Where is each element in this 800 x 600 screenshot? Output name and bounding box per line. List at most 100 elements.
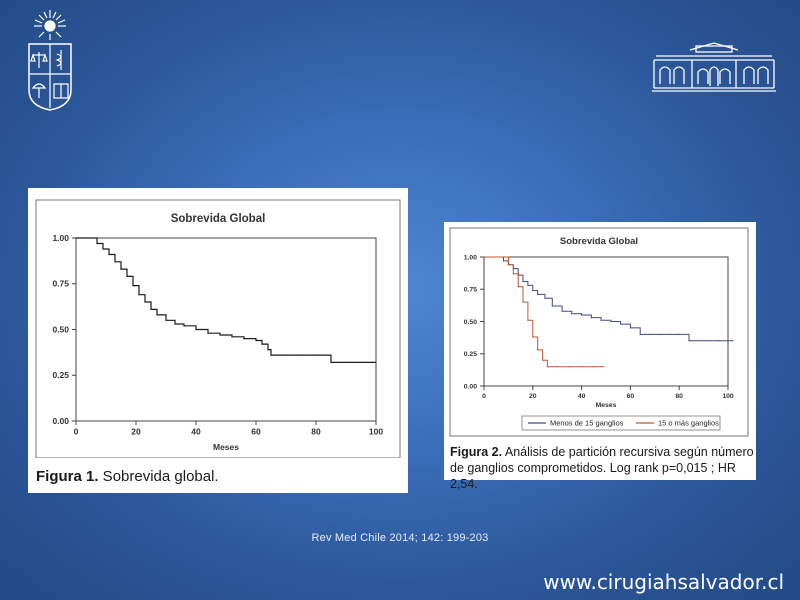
hospital-building-logo (650, 40, 778, 92)
x-tick-label: 0 (74, 427, 79, 437)
data-point-1 (590, 317, 592, 319)
figure1-panel: Sobrevida Global 0.00 0.25 0.50 0.75 1.00 0 20 4… (28, 188, 408, 493)
y-tick-label: 0.00 (464, 383, 477, 390)
data-point-1 (285, 354, 287, 356)
data-point-1 (727, 340, 729, 342)
university-crest-logo (24, 8, 76, 112)
data-point-2 (512, 273, 514, 275)
data-point-1 (678, 333, 680, 335)
data-point-1 (544, 297, 546, 299)
x-tick-label: 0 (482, 393, 486, 400)
y-tick-label: 0.25 (464, 351, 477, 358)
website-url: www.cirugiahsalvador.cl (543, 570, 784, 594)
data-point-1 (698, 340, 700, 342)
legend-box (521, 415, 721, 431)
data-point-1 (138, 294, 140, 296)
data-point-1 (688, 340, 690, 342)
y-tick-label: 0.00 (52, 416, 69, 426)
x-tick-label: 60 (251, 427, 261, 437)
data-point-1 (659, 333, 661, 335)
data-point-2 (537, 349, 539, 351)
data-point-1 (90, 237, 92, 239)
data-point-1 (707, 340, 710, 342)
legend-label-2: 15 o más ganglios (658, 419, 719, 428)
chart-frame (449, 227, 749, 437)
x-tick-label: 60 (627, 393, 635, 400)
x-axis-label: Meses (596, 402, 617, 409)
data-point-2 (483, 256, 485, 258)
data-point-1 (267, 349, 269, 351)
chart-title: Sobrevida Global (560, 236, 638, 247)
data-point-1 (600, 319, 602, 321)
figure1-caption-label: Figura 1. (36, 468, 99, 485)
x-tick-label: 80 (675, 393, 683, 400)
figure1-caption-text: Sobrevida global. (98, 468, 219, 485)
data-point-1 (610, 320, 612, 323)
data-point-1 (273, 354, 275, 356)
data-point-1 (165, 319, 167, 321)
data-point-2 (502, 256, 505, 258)
x-tick-label: 20 (131, 427, 141, 437)
data-point-2 (546, 366, 548, 368)
data-point-1 (717, 340, 719, 342)
figure2-caption-label: Figura 2. (450, 445, 503, 459)
chart-title: Sobrevida Global (171, 213, 266, 225)
x-tick-label: 80 (311, 427, 321, 437)
data-point-2 (581, 366, 583, 368)
data-point-1 (300, 354, 302, 356)
data-point-1 (360, 361, 362, 363)
data-point-1 (732, 340, 734, 342)
data-point-1 (375, 361, 377, 363)
data-point-1 (195, 328, 197, 331)
chart-frame (35, 199, 401, 458)
y-tick-label: 0.50 (464, 319, 477, 326)
data-point-1 (330, 361, 332, 363)
x-tick-label: 100 (369, 427, 383, 437)
data-point-1 (174, 323, 176, 325)
y-tick-label: 0.75 (52, 279, 69, 289)
data-point-1 (527, 284, 529, 286)
data-point-1 (551, 305, 553, 307)
data-point-2 (522, 301, 524, 303)
x-tick-label: 20 (529, 393, 537, 400)
data-point-1 (132, 285, 134, 287)
data-point-1 (561, 310, 563, 312)
data-point-2 (568, 366, 570, 368)
data-point-2 (507, 264, 509, 266)
data-point-1 (126, 275, 128, 277)
data-point-1 (156, 314, 158, 316)
data-point-1 (571, 313, 573, 315)
data-point-2 (556, 366, 558, 368)
x-axis-label: Meses (213, 442, 239, 452)
data-point-1 (629, 327, 631, 329)
data-point-1 (75, 237, 77, 239)
data-point-1 (537, 293, 539, 295)
data-point-1 (270, 354, 272, 356)
data-point-2 (603, 366, 605, 368)
y-tick-label: 1.00 (464, 254, 477, 261)
x-tick-label: 40 (578, 393, 586, 400)
citation-text: Rev Med Chile 2014; 142: 199-203 (311, 532, 489, 544)
data-point-1 (261, 343, 263, 345)
data-point-1 (231, 336, 233, 338)
data-point-2 (593, 366, 595, 368)
data-point-2 (532, 336, 534, 338)
data-point-1 (649, 333, 651, 335)
data-point-1 (120, 268, 122, 270)
data-point-1 (620, 323, 622, 325)
building-facade-icon (652, 42, 776, 92)
data-point-1 (522, 280, 524, 283)
figure2-caption: Figura 2. Análisis de partición recursiv… (450, 444, 754, 492)
data-point-1 (150, 308, 152, 310)
figure2-panel: Sobrevida Global 0.00 0.25 0.50 0.75 1.00 0 20 4… (444, 222, 756, 491)
figure1-chart: Sobrevida Global 0.00 0.25 0.50 0.75 1.00 0 20 4… (35, 199, 401, 458)
y-tick-label: 1.00 (52, 233, 69, 243)
university-crest-icon (28, 10, 72, 111)
data-point-2 (527, 319, 529, 321)
figure2-caption-text: Análisis de partición recursiva según nú… (450, 445, 754, 491)
y-tick-label: 0.50 (52, 324, 69, 334)
y-tick-label: 0.75 (464, 287, 477, 294)
x-tick-label: 40 (191, 427, 201, 437)
data-point-1 (532, 289, 534, 292)
data-point-1 (255, 339, 257, 342)
